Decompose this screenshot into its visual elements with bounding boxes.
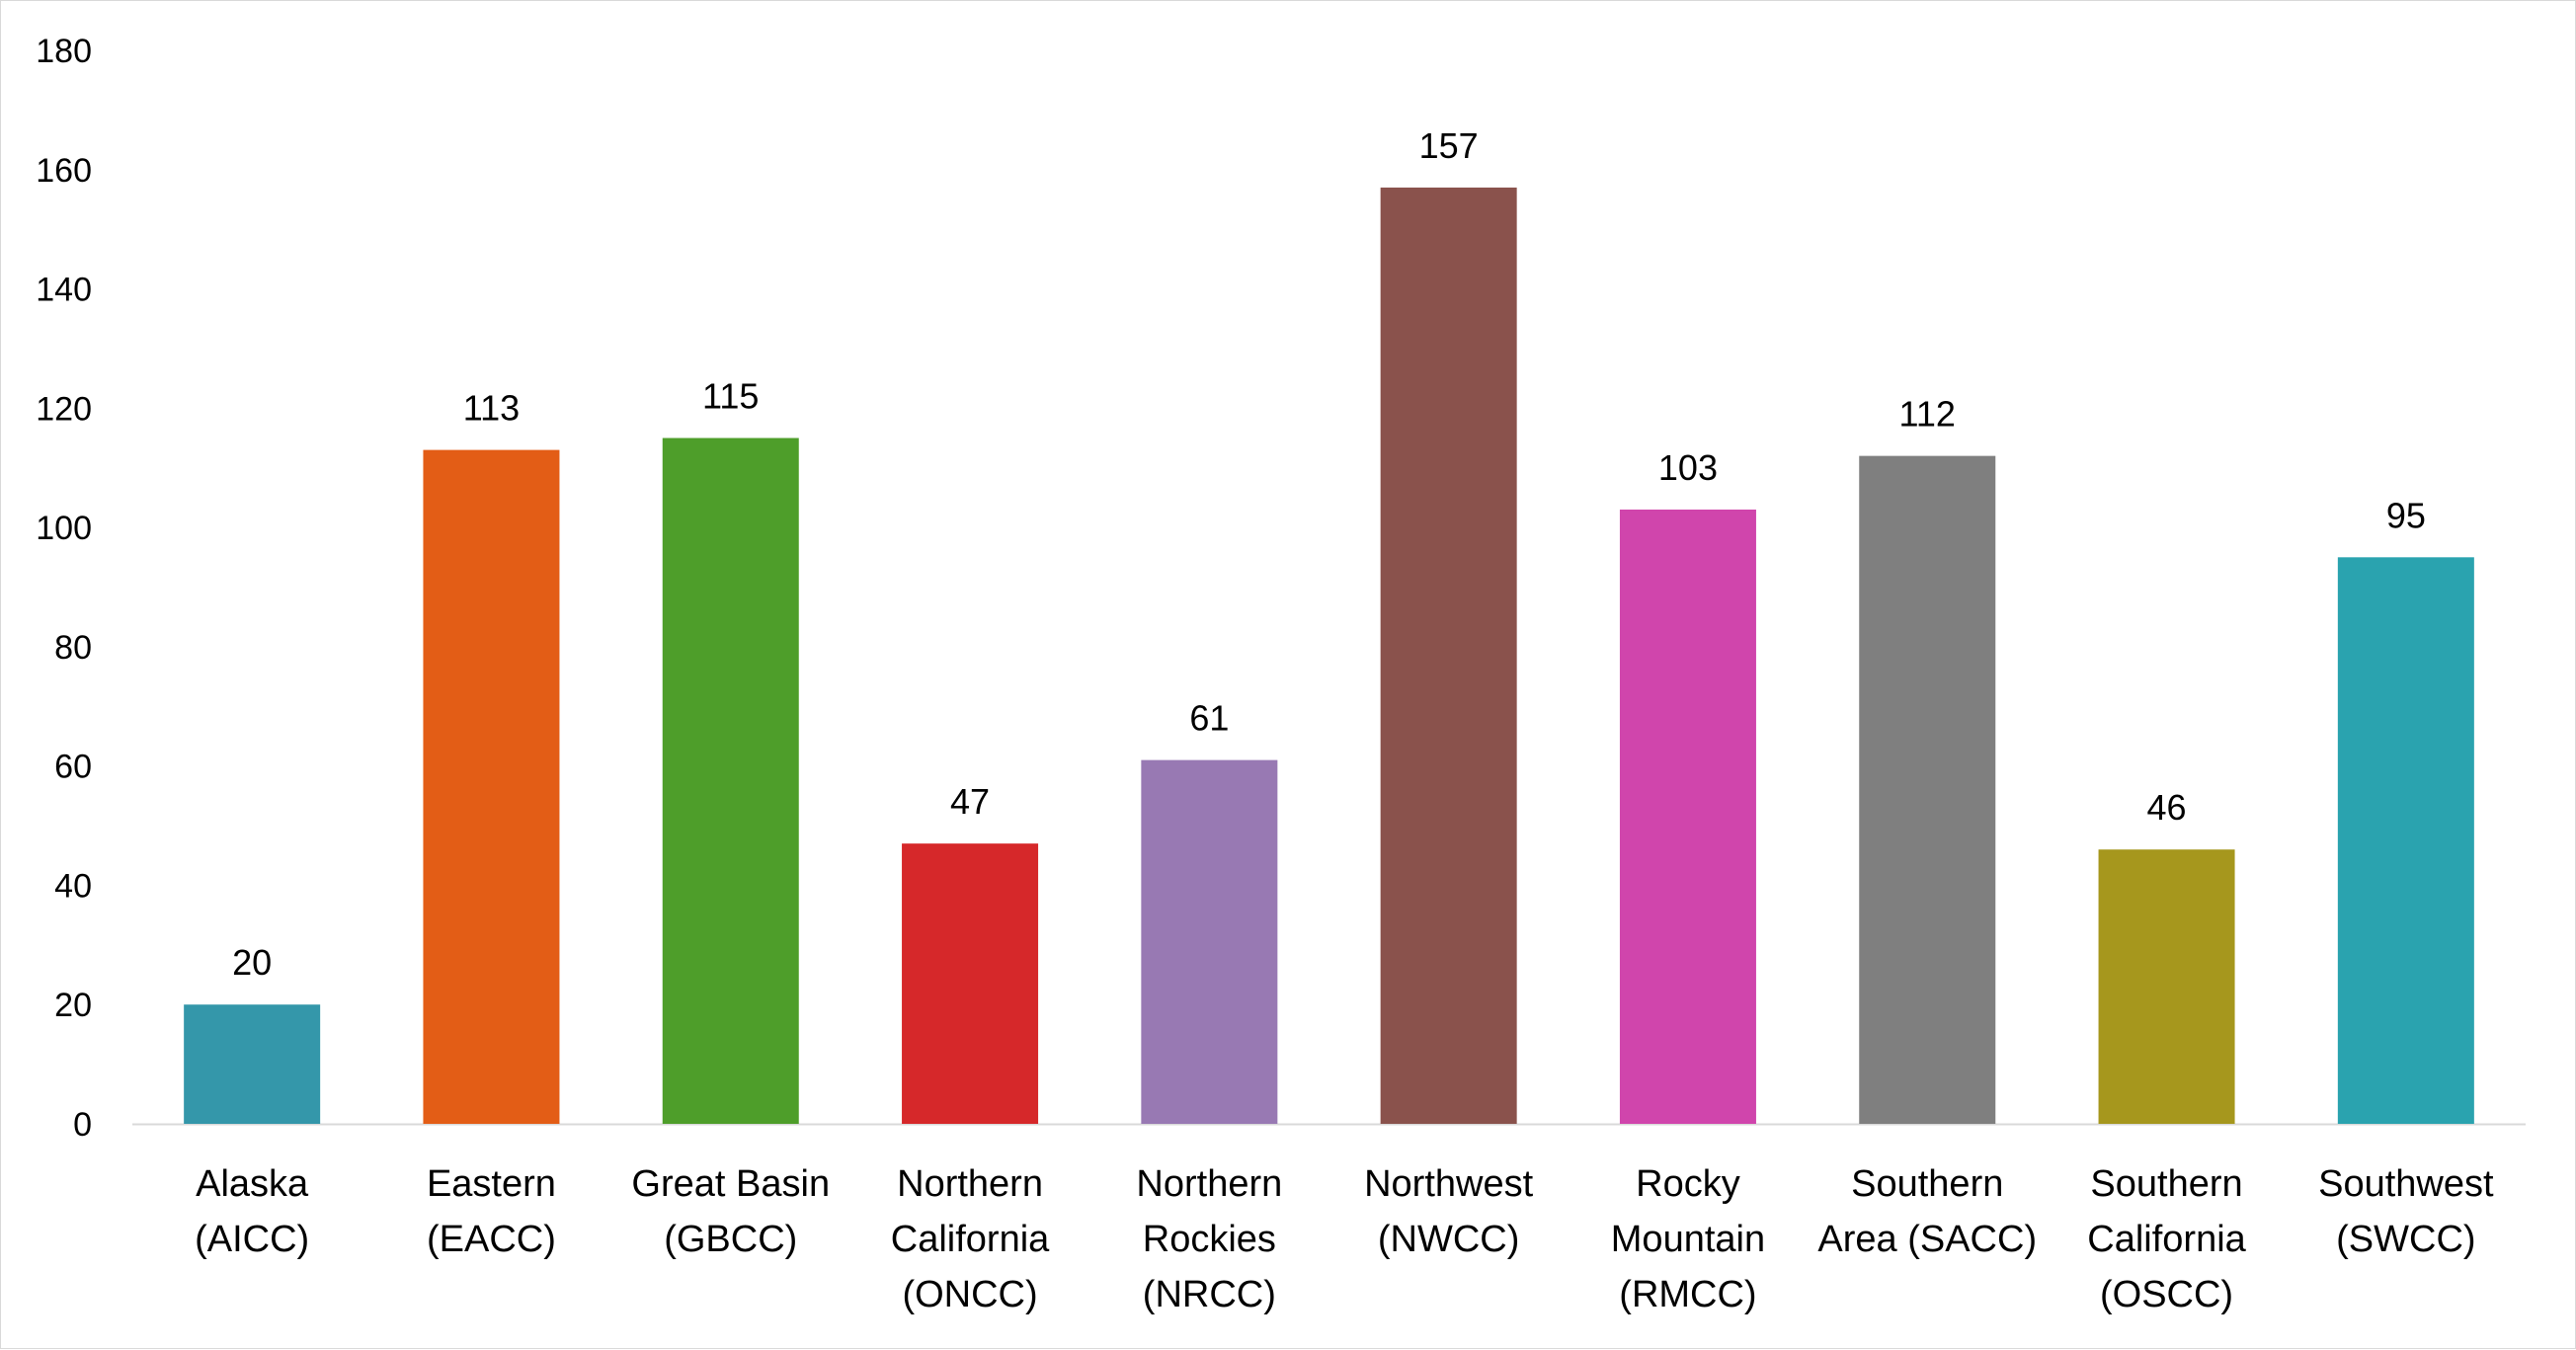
x-tick-label: (GBCC) <box>664 1219 797 1260</box>
x-tick-label: (AICC) <box>195 1219 309 1260</box>
x-tick-label: (OSCC) <box>2100 1274 2233 1315</box>
bar <box>423 449 560 1124</box>
x-tick-label: Northwest <box>1364 1163 1533 1205</box>
y-tick-label: 0 <box>73 1106 92 1144</box>
x-tick-label: Alaska <box>196 1163 309 1205</box>
y-tick-label: 40 <box>54 867 92 905</box>
x-tick-label: (RMCC) <box>1619 1274 1756 1315</box>
x-tick-label: California <box>891 1219 1050 1260</box>
y-tick-label: 100 <box>36 510 92 547</box>
x-tick-label: Northern <box>897 1163 1043 1205</box>
y-tick-label: 120 <box>36 390 92 428</box>
x-tick-label: Area (SACC) <box>1817 1219 2037 1260</box>
x-tick-label: Southern <box>1851 1163 2003 1205</box>
x-tick-label: (ONCC) <box>902 1274 1037 1315</box>
y-tick-label: 80 <box>54 629 92 667</box>
data-label: 115 <box>702 376 759 417</box>
x-tick-label: Southern <box>2090 1163 2242 1205</box>
x-tick-label: (NWCC) <box>1378 1219 1520 1260</box>
bar <box>1619 509 1756 1124</box>
bar <box>184 1004 321 1124</box>
data-label: 46 <box>2147 787 2187 828</box>
y-tick-label: 140 <box>36 272 92 309</box>
x-tick-label: (SWCC) <box>2336 1219 2475 1260</box>
y-tick-label: 160 <box>36 152 92 190</box>
y-tick-label: 20 <box>54 987 92 1024</box>
x-tick-label: Northern <box>1136 1163 1282 1205</box>
x-tick-label: Rockies <box>1143 1219 1276 1260</box>
bar <box>2098 849 2235 1124</box>
bar <box>1380 187 1517 1125</box>
x-tick-label: Mountain <box>1611 1219 1765 1260</box>
data-label: 103 <box>1658 447 1718 488</box>
data-label: 157 <box>1419 125 1479 166</box>
bar <box>662 437 799 1124</box>
bar <box>1859 455 1996 1125</box>
data-label: 95 <box>2386 495 2426 535</box>
x-tick-label: (EACC) <box>427 1219 556 1260</box>
data-label: 113 <box>463 388 520 429</box>
data-label: 47 <box>950 781 990 822</box>
y-tick-label: 180 <box>36 33 92 70</box>
x-tick-label: Southwest <box>2318 1163 2494 1205</box>
data-label: 20 <box>232 942 272 983</box>
bar <box>2337 557 2474 1124</box>
x-tick-label: California <box>2087 1219 2246 1260</box>
bar <box>1141 759 1278 1124</box>
data-label: 112 <box>1899 394 1956 435</box>
y-tick-label: 60 <box>54 749 92 786</box>
x-tick-label: Great Basin <box>631 1163 830 1205</box>
x-tick-label: Eastern <box>427 1163 556 1205</box>
x-tick-label: (NRCC) <box>1143 1274 1276 1315</box>
x-tick-label: Rocky <box>1636 1163 1740 1205</box>
data-label: 61 <box>1189 698 1229 739</box>
bar <box>902 843 1039 1124</box>
